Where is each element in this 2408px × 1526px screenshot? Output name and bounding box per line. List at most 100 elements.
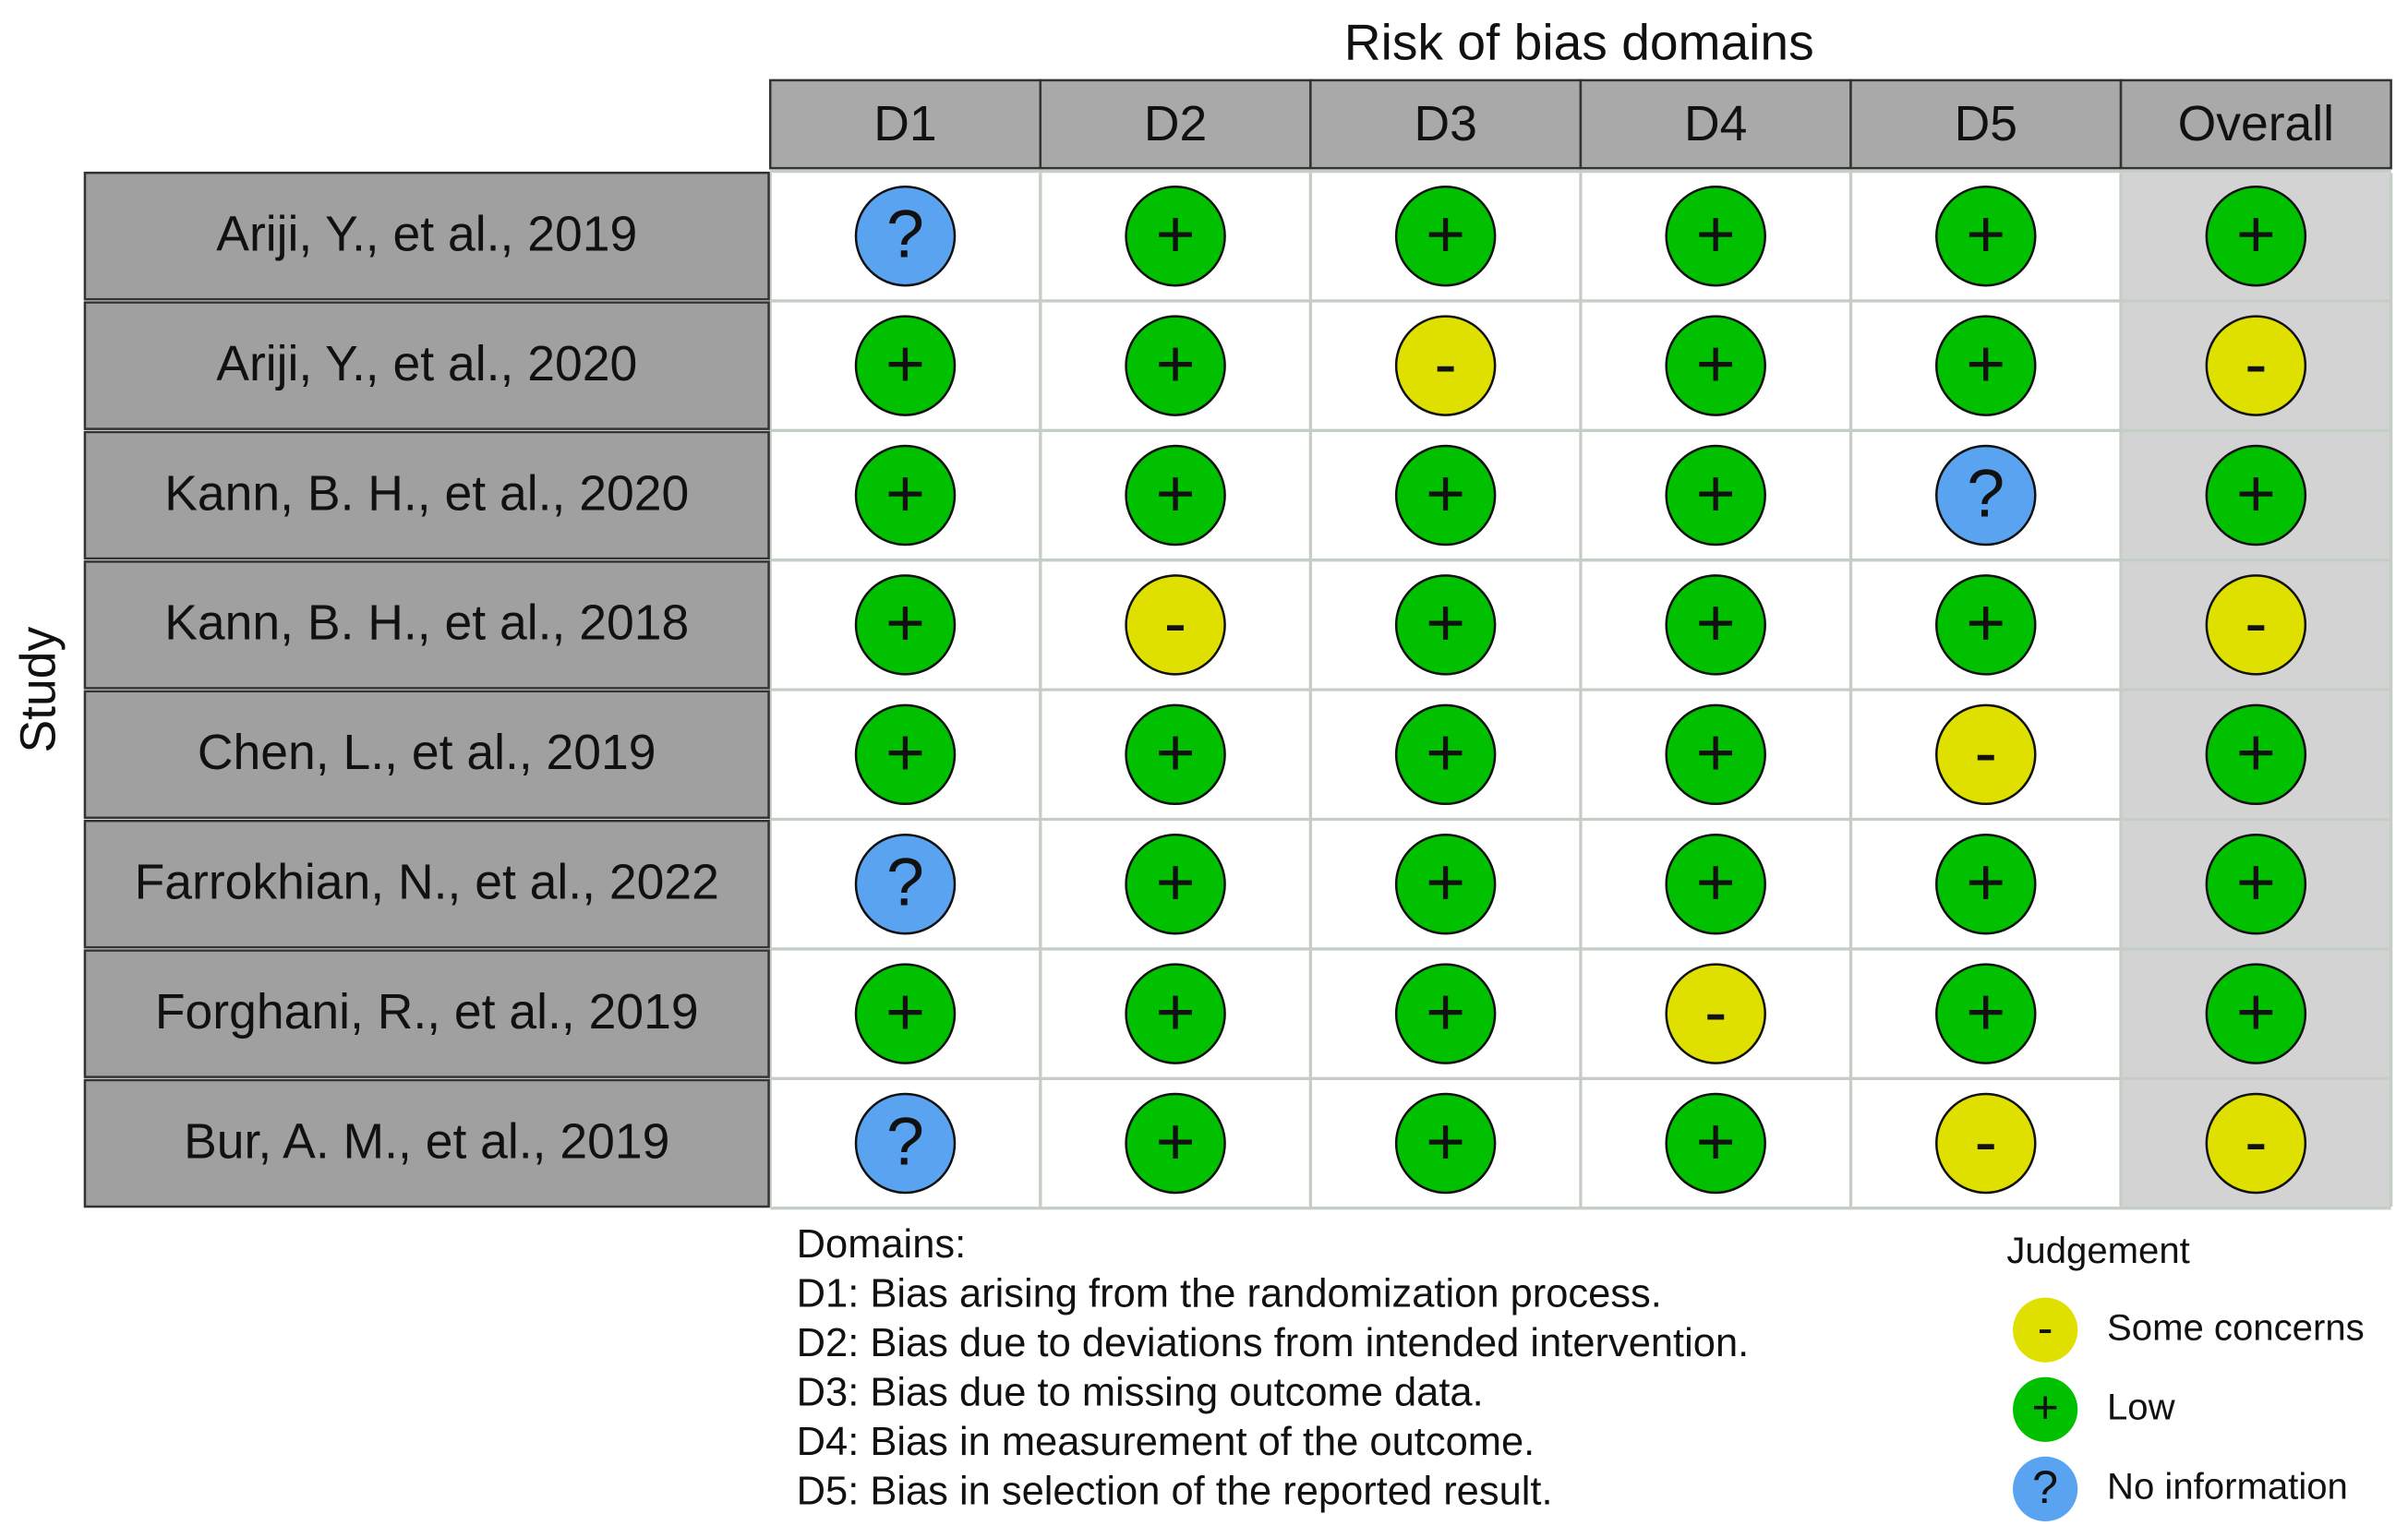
column-header: Overall: [2178, 97, 2334, 151]
judgement-symbol: +: [1696, 714, 1736, 790]
column-header: D5: [1955, 97, 2017, 151]
judgement-circle: [2205, 833, 2307, 935]
judgement-symbol: +: [1696, 584, 1736, 661]
judgement-symbol: +: [1696, 195, 1736, 271]
judgement-circle: [1665, 963, 1766, 1064]
judgement-symbol: +: [885, 973, 925, 1050]
judgement-symbol: +: [1966, 195, 2005, 271]
column-header-cell: [1849, 78, 2123, 170]
study-label: Ariji, Y., et al., 2020: [216, 337, 637, 391]
judgement-circle: [1935, 833, 2037, 935]
judgement-circle: [854, 444, 957, 547]
judgement-circle: [854, 574, 957, 676]
column-header: D4: [1684, 97, 1747, 151]
judgement-circle: [854, 315, 957, 416]
judgement-circle: [1665, 1092, 1766, 1195]
judgement-circle: [1125, 315, 1226, 416]
judgement-symbol: ?: [886, 195, 924, 271]
legend-swatch: [2013, 1376, 2078, 1442]
legend-swatch: [2013, 1297, 2078, 1363]
judgement-symbol: +: [1156, 843, 1196, 919]
judgement-symbol: +: [885, 584, 925, 661]
study-cell: [83, 301, 770, 430]
judgement-circle: [1394, 1092, 1497, 1195]
legend-symbol: ?: [2032, 1461, 2058, 1513]
study-label: Farrokhian, N., et al., 2022: [135, 856, 719, 910]
legend-label: No information: [2107, 1466, 2348, 1507]
judgement-circle: [1935, 315, 2037, 416]
judgement-circle: [854, 833, 957, 935]
study-label: Chen, L., et al., 2019: [198, 726, 656, 780]
judgement-symbol: +: [1966, 843, 2005, 919]
judgement-circle: [1935, 1092, 2037, 1195]
judgement-symbol: -: [1704, 973, 1728, 1050]
judgement-symbol: +: [1966, 325, 2005, 402]
judgement-symbol: +: [2236, 843, 2276, 919]
judgement-circle: [1394, 444, 1497, 547]
domains-title: Domains:: [797, 1222, 967, 1267]
column-header: D3: [1414, 97, 1476, 151]
legend-swatch: [2013, 1456, 2078, 1521]
judgement-circle: [1665, 574, 1766, 676]
judgement-circle: [1125, 444, 1226, 547]
judgement-symbol: -: [2245, 1102, 2268, 1179]
judgement-symbol: +: [1426, 584, 1465, 661]
study-cell: [83, 690, 770, 820]
domain-description: D3: Bias due to missing outcome data.: [797, 1370, 1484, 1414]
judgement-symbol: -: [2245, 584, 2268, 661]
legend-label: Some concerns: [2107, 1307, 2365, 1348]
judgement-circle: [1394, 315, 1497, 416]
judgement-circle: [2205, 703, 2307, 806]
study-label: Forghani, R., et al., 2019: [155, 985, 699, 1039]
judgement-circle: [1935, 574, 2037, 676]
study-label: Ariji, Y., et al., 2019: [216, 208, 637, 262]
column-header-cell: [768, 78, 1042, 170]
judgement-symbol: +: [1426, 973, 1465, 1050]
judgement-symbol: +: [1426, 195, 1465, 271]
column-header-cell: [2119, 78, 2392, 170]
judgement-circle: [1665, 444, 1766, 547]
judgement-circle: [2205, 315, 2307, 416]
judgement-circle: [1125, 833, 1226, 935]
judgement-circle: [1665, 185, 1766, 287]
column-header-cell: [1039, 78, 1312, 170]
judgement-circle: [1935, 703, 2037, 806]
study-cell: [83, 1078, 770, 1208]
judgement-symbol: +: [885, 454, 925, 531]
judgement-circle: [1935, 444, 2037, 547]
judgement-symbol: ?: [1967, 454, 2005, 531]
judgement-circle: [1665, 703, 1766, 806]
judgement-circle: [1394, 963, 1497, 1064]
legend-title: Judgement: [2006, 1231, 2189, 1271]
y-axis-label: Study: [11, 626, 66, 752]
judgement-symbol: -: [1975, 1102, 1998, 1179]
judgement-symbol: +: [1156, 714, 1196, 790]
judgement-symbol: -: [1434, 325, 1457, 402]
judgement-symbol: +: [1426, 714, 1465, 790]
judgement-symbol: +: [1966, 973, 2005, 1050]
judgement-symbol: +: [2236, 714, 2276, 790]
judgement-symbol: +: [1426, 1102, 1465, 1179]
judgement-circle: [1394, 703, 1497, 806]
judgement-circle: [1125, 703, 1226, 806]
judgement-symbol: -: [2245, 325, 2268, 402]
judgement-circle: [1125, 185, 1226, 287]
legend-symbol: -: [2038, 1303, 2053, 1354]
judgement-symbol: +: [2236, 195, 2276, 271]
judgement-circle: [1935, 185, 2037, 287]
study-label: Kann, B. H., et al., 2020: [164, 466, 689, 521]
judgement-circle: [1394, 574, 1497, 676]
judgement-symbol: +: [2236, 973, 2276, 1050]
judgement-circle: [854, 703, 957, 806]
study-cell: [83, 819, 770, 949]
judgement-circle: [2205, 185, 2307, 287]
judgement-circle: [854, 1092, 957, 1195]
judgement-symbol: +: [1966, 584, 2005, 661]
study-cell: [83, 560, 770, 690]
judgement-symbol: +: [1426, 843, 1465, 919]
legend-label: Low: [2107, 1387, 2176, 1427]
judgement-symbol: -: [1164, 584, 1187, 661]
judgement-circle: [2205, 963, 2307, 1064]
judgement-symbol: +: [1156, 1102, 1196, 1179]
